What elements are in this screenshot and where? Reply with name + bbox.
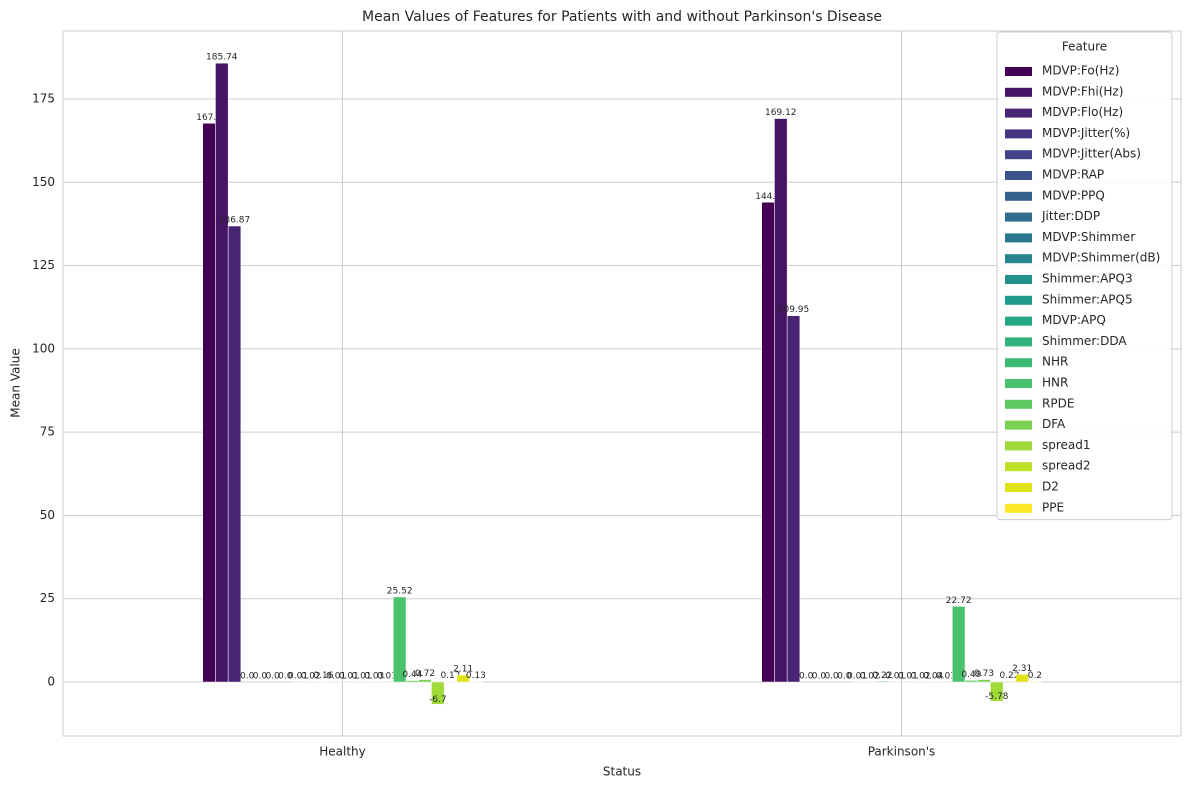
y-tick-label: 0 <box>47 675 55 689</box>
data-label: 0.13 <box>466 671 486 681</box>
legend-label: MDVP:Jitter(Abs) <box>1042 147 1141 161</box>
data-label: 136.87 <box>219 216 251 226</box>
y-tick-label: 25 <box>40 591 55 605</box>
legend-label: MDVP:Shimmer <box>1042 230 1135 244</box>
legend-swatch <box>1005 400 1032 409</box>
legend-label: MDVP:PPQ <box>1042 188 1105 202</box>
bar <box>1029 681 1042 682</box>
data-label: 169.12 <box>765 108 797 118</box>
legend-swatch <box>1005 254 1032 263</box>
y-tick-label: 75 <box>40 425 55 439</box>
y-axis-label: Mean Value <box>9 348 23 417</box>
legend-swatch <box>1005 504 1032 513</box>
y-tick-label: 175 <box>32 91 55 105</box>
legend-swatch <box>1005 213 1032 222</box>
bar <box>762 202 775 682</box>
legend-label: Shimmer:APQ5 <box>1042 292 1133 306</box>
bar <box>228 226 241 682</box>
legend-swatch <box>1005 441 1032 450</box>
legend-swatch <box>1005 379 1032 388</box>
legend-swatch <box>1005 358 1032 367</box>
legend-swatch <box>1005 462 1032 471</box>
y-tick-label: 150 <box>32 175 55 189</box>
data-label: 0.72 <box>415 669 435 679</box>
legend-swatch <box>1005 296 1032 305</box>
legend-label: Jitter:DDP <box>1041 209 1100 223</box>
x-axis-label: Status <box>603 765 641 779</box>
legend-label: MDVP:Jitter(%) <box>1042 126 1130 140</box>
legend-label: D2 <box>1042 480 1059 494</box>
bar <box>774 119 787 682</box>
legend-swatch <box>1005 233 1032 242</box>
legend-swatch <box>1005 150 1032 159</box>
bar <box>965 680 978 682</box>
legend-label: spread2 <box>1042 459 1091 473</box>
legend-swatch <box>1005 88 1032 97</box>
legend-swatch <box>1005 171 1032 180</box>
bar <box>444 681 457 682</box>
bar <box>1016 674 1029 682</box>
legend-label: MDVP:APQ <box>1042 313 1106 327</box>
legend-swatch <box>1005 483 1032 492</box>
legend-label: PPE <box>1042 500 1064 514</box>
data-label: -5.78 <box>985 692 1009 702</box>
chart-title: Mean Values of Features for Patients wit… <box>362 9 882 25</box>
y-tick-label: 125 <box>32 258 55 272</box>
y-tick-label: 100 <box>32 341 55 355</box>
legend-label: Shimmer:APQ3 <box>1042 272 1133 286</box>
legend-label: Shimmer:DDA <box>1042 334 1127 348</box>
legend-swatch <box>1005 67 1032 76</box>
data-label: 0.73 <box>974 669 994 679</box>
legend-label: HNR <box>1042 376 1068 390</box>
legend-label: DFA <box>1042 417 1066 431</box>
bar <box>215 63 228 682</box>
bar <box>787 316 800 682</box>
data-label: 185.74 <box>206 53 238 63</box>
legend-label: MDVP:Shimmer(dB) <box>1042 251 1160 265</box>
legend-label: MDVP:Fo(Hz) <box>1042 64 1119 78</box>
legend-swatch <box>1005 109 1032 118</box>
legend-label: MDVP:Fhi(Hz) <box>1042 84 1123 98</box>
bar <box>203 123 216 682</box>
legend-swatch <box>1005 192 1032 201</box>
bar <box>406 681 419 682</box>
legend-label: MDVP:Flo(Hz) <box>1042 105 1123 119</box>
x-tick-label: Parkinson's <box>868 745 936 759</box>
data-label: 22.72 <box>946 596 972 606</box>
legend-label: MDVP:RAP <box>1042 168 1104 182</box>
y-tick-label: 50 <box>40 508 55 522</box>
legend-label: spread1 <box>1042 438 1091 452</box>
legend-label: NHR <box>1042 355 1068 369</box>
bar <box>419 680 432 682</box>
bar <box>978 680 991 682</box>
legend-swatch <box>1005 129 1032 138</box>
legend-swatch <box>1005 337 1032 346</box>
bar <box>1003 681 1016 682</box>
legend-title: Feature <box>1062 40 1107 54</box>
legend-label: RPDE <box>1042 396 1074 410</box>
x-tick-label: Healthy <box>319 745 366 759</box>
legend-swatch <box>1005 275 1032 284</box>
legend-swatch <box>1005 317 1032 326</box>
legend-swatch <box>1005 421 1032 430</box>
bar <box>317 681 330 682</box>
data-label: -6.7 <box>429 695 447 705</box>
data-label: 109.95 <box>778 305 810 315</box>
data-label: 0.2 <box>1028 671 1042 681</box>
data-label: 25.52 <box>387 586 413 596</box>
